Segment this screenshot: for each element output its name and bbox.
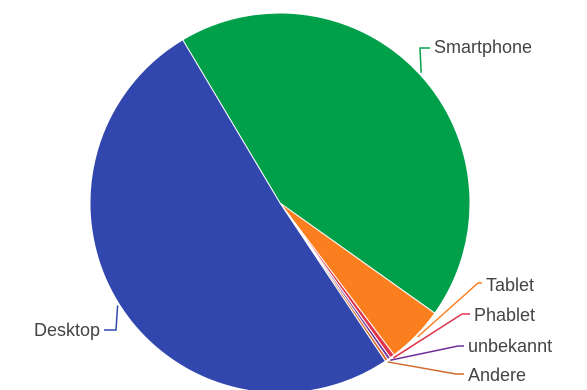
slice-label-phablet: Phablet (474, 305, 535, 325)
slice-label-desktop: Desktop (34, 320, 100, 340)
slice-labels: Smartphone Tablet Phablet unbekannt Andere De… (34, 37, 552, 385)
slice-label-andere: Andere (468, 365, 526, 385)
slice-label-tablet: Tablet (486, 275, 534, 295)
leader-line-unbekannt (390, 345, 464, 361)
pie-slice-desktop[interactable] (89, 39, 387, 390)
pie-slices (89, 12, 471, 390)
leader-line-phablet (392, 313, 470, 359)
leader-lines (104, 47, 482, 375)
leader-line-tablet (417, 282, 482, 338)
leader-line-desktop (104, 305, 119, 331)
leader-line-andere (387, 361, 464, 375)
pie-slice-smartphone[interactable] (182, 12, 471, 314)
slice-label-smartphone: Smartphone (434, 37, 532, 57)
slice-label-unbekannt: unbekannt (468, 336, 552, 356)
leader-line-smartphone (419, 47, 430, 73)
